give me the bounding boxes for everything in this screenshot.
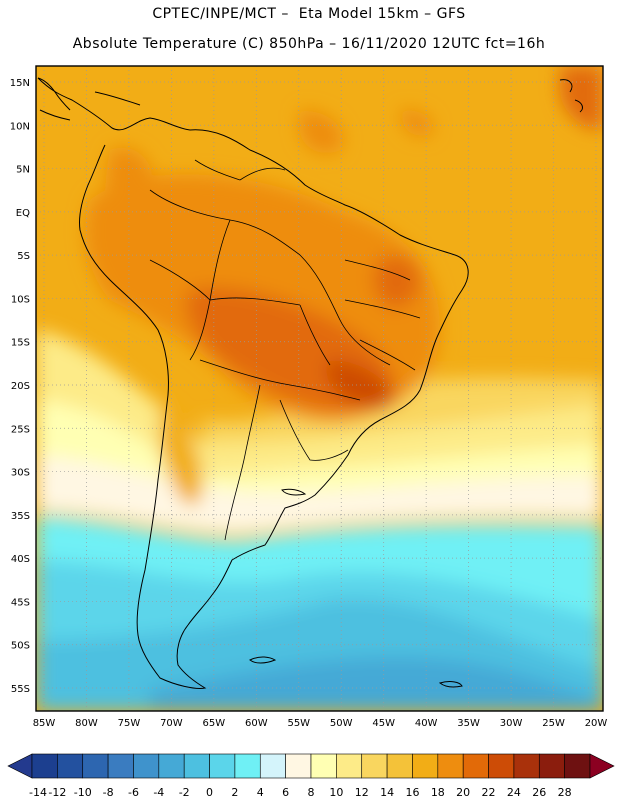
- lon-tick-label: 35W: [457, 718, 480, 729]
- lon-tick-label: 70W: [160, 718, 183, 729]
- colorbar-swatch: [234, 753, 261, 779]
- colorbar-tick-label: 22: [482, 786, 496, 799]
- colorbar-swatch: [386, 753, 413, 779]
- colorbar: -14 -12 -10 -8 -6 -4 -2 0 2 4 6 8 10 12 14 16 18 20 22 24 26…: [7, 753, 615, 799]
- lat-tick-label: 20S: [11, 381, 30, 392]
- lon-tick-label: 65W: [203, 718, 226, 729]
- colorbar-tick-label: -10: [74, 786, 92, 799]
- colorbar-tick-label: 20: [456, 786, 470, 799]
- lon-tick-label: 30W: [500, 718, 523, 729]
- colorbar-swatch: [133, 753, 160, 779]
- lon-tick-label: 55W: [287, 718, 310, 729]
- colorbar-swatch: [310, 753, 337, 779]
- map-title-line2: Absolute Temperature (C) 850hPa – 16/11/…: [72, 36, 546, 52]
- south-america-coastline: [37, 77, 469, 689]
- colorbar-swatch: [183, 753, 210, 779]
- lat-tick-label: 15N: [10, 78, 30, 89]
- lon-tick-label: 45W: [372, 718, 395, 729]
- lat-tick-label: 10N: [10, 121, 30, 132]
- coastlines: [37, 77, 583, 689]
- lon-tick-label: 20W: [585, 718, 608, 729]
- map-frame: [35, 65, 604, 712]
- lat-tick-label: 55S: [11, 684, 30, 695]
- colorbar-tick-label: 18: [431, 786, 445, 799]
- colorbar-under-arrow: [7, 753, 33, 779]
- colorbar-tick-label: -12: [48, 786, 66, 799]
- colorbar-swatch: [82, 753, 109, 779]
- lat-tick-label: 45S: [11, 597, 30, 608]
- colorbar-tick-label: -2: [179, 786, 190, 799]
- colorbar-swatch: [107, 753, 134, 779]
- lon-tick-label: 25W: [542, 718, 565, 729]
- colorbar-swatch: [564, 753, 591, 779]
- lon-tick-label: 80W: [75, 718, 98, 729]
- temperature-field: [36, 66, 603, 711]
- colorbar-tick-label: 14: [380, 786, 394, 799]
- colorbar-swatch: [361, 753, 388, 779]
- colorbar-swatch: [259, 753, 286, 779]
- colorbar-tick-label: -6: [128, 786, 139, 799]
- lat-tick-label: 10S: [11, 294, 30, 305]
- colorbar-swatch: [513, 753, 540, 779]
- lat-tick-label: 5N: [16, 165, 30, 176]
- colorbar-tick-label: 24: [507, 786, 521, 799]
- colorbar-tick-label: 10: [329, 786, 343, 799]
- lon-tick-label: 40W: [415, 718, 438, 729]
- colorbar-swatch: [462, 753, 489, 779]
- lat-tick-label: 15S: [11, 338, 30, 349]
- colorbar-tick-label: 26: [532, 786, 546, 799]
- lat-tick-label: 5S: [17, 251, 30, 262]
- longitude-axis: 85W 80W 75W 70W 65W 60W 55W 50W 45W 40W 35W 30W 25W 2…: [33, 718, 608, 729]
- colorbar-swatch: [158, 753, 185, 779]
- colorbar-tick-label: 0: [206, 786, 213, 799]
- colorbar-swatch: [437, 753, 464, 779]
- colorbar-tick-label: 28: [558, 786, 572, 799]
- colorbar-tick-label: 8: [308, 786, 315, 799]
- latitude-axis: 15N 10N 5N EQ 5S 10S 15S 20S 25S 30S 35S 40S 45S 50S 5…: [10, 78, 30, 695]
- colorbar-tick-label: 12: [355, 786, 369, 799]
- lon-tick-label: 50W: [330, 718, 353, 729]
- map-title-line1: CPTEC/INPE/MCT – Eta Model 15km – GFS: [152, 6, 466, 22]
- lat-tick-label: 30S: [11, 468, 30, 479]
- colorbar-swatch: [336, 753, 363, 779]
- colorbar-tick-label: -4: [153, 786, 164, 799]
- lat-tick-label: 40S: [11, 554, 30, 565]
- graticule: [36, 66, 603, 711]
- colorbar-tick-label: -14: [29, 786, 47, 799]
- colorbar-over-arrow: [589, 753, 615, 779]
- colorbar-swatch: [538, 753, 565, 779]
- colorbar-tick-label: 4: [257, 786, 264, 799]
- colorbar-tick-label: 2: [231, 786, 238, 799]
- colorbar-swatch: [57, 753, 84, 779]
- colorbar-tick-label: 6: [282, 786, 289, 799]
- lat-tick-label: 35S: [11, 511, 30, 522]
- lon-tick-label: 85W: [33, 718, 56, 729]
- colorbar-swatch: [488, 753, 515, 779]
- colorbar-tick-label: -8: [103, 786, 114, 799]
- lon-tick-label: 75W: [118, 718, 141, 729]
- lon-tick-label: 60W: [245, 718, 268, 729]
- colorbar-tick-label: 16: [405, 786, 419, 799]
- colorbar-swatch: [209, 753, 236, 779]
- lat-tick-label: 25S: [11, 424, 30, 435]
- lat-tick-label: EQ: [16, 208, 30, 219]
- lat-tick-label: 50S: [11, 641, 30, 652]
- colorbar-swatch: [412, 753, 439, 779]
- colorbar-swatch: [285, 753, 312, 779]
- colorbar-swatch: [31, 753, 58, 779]
